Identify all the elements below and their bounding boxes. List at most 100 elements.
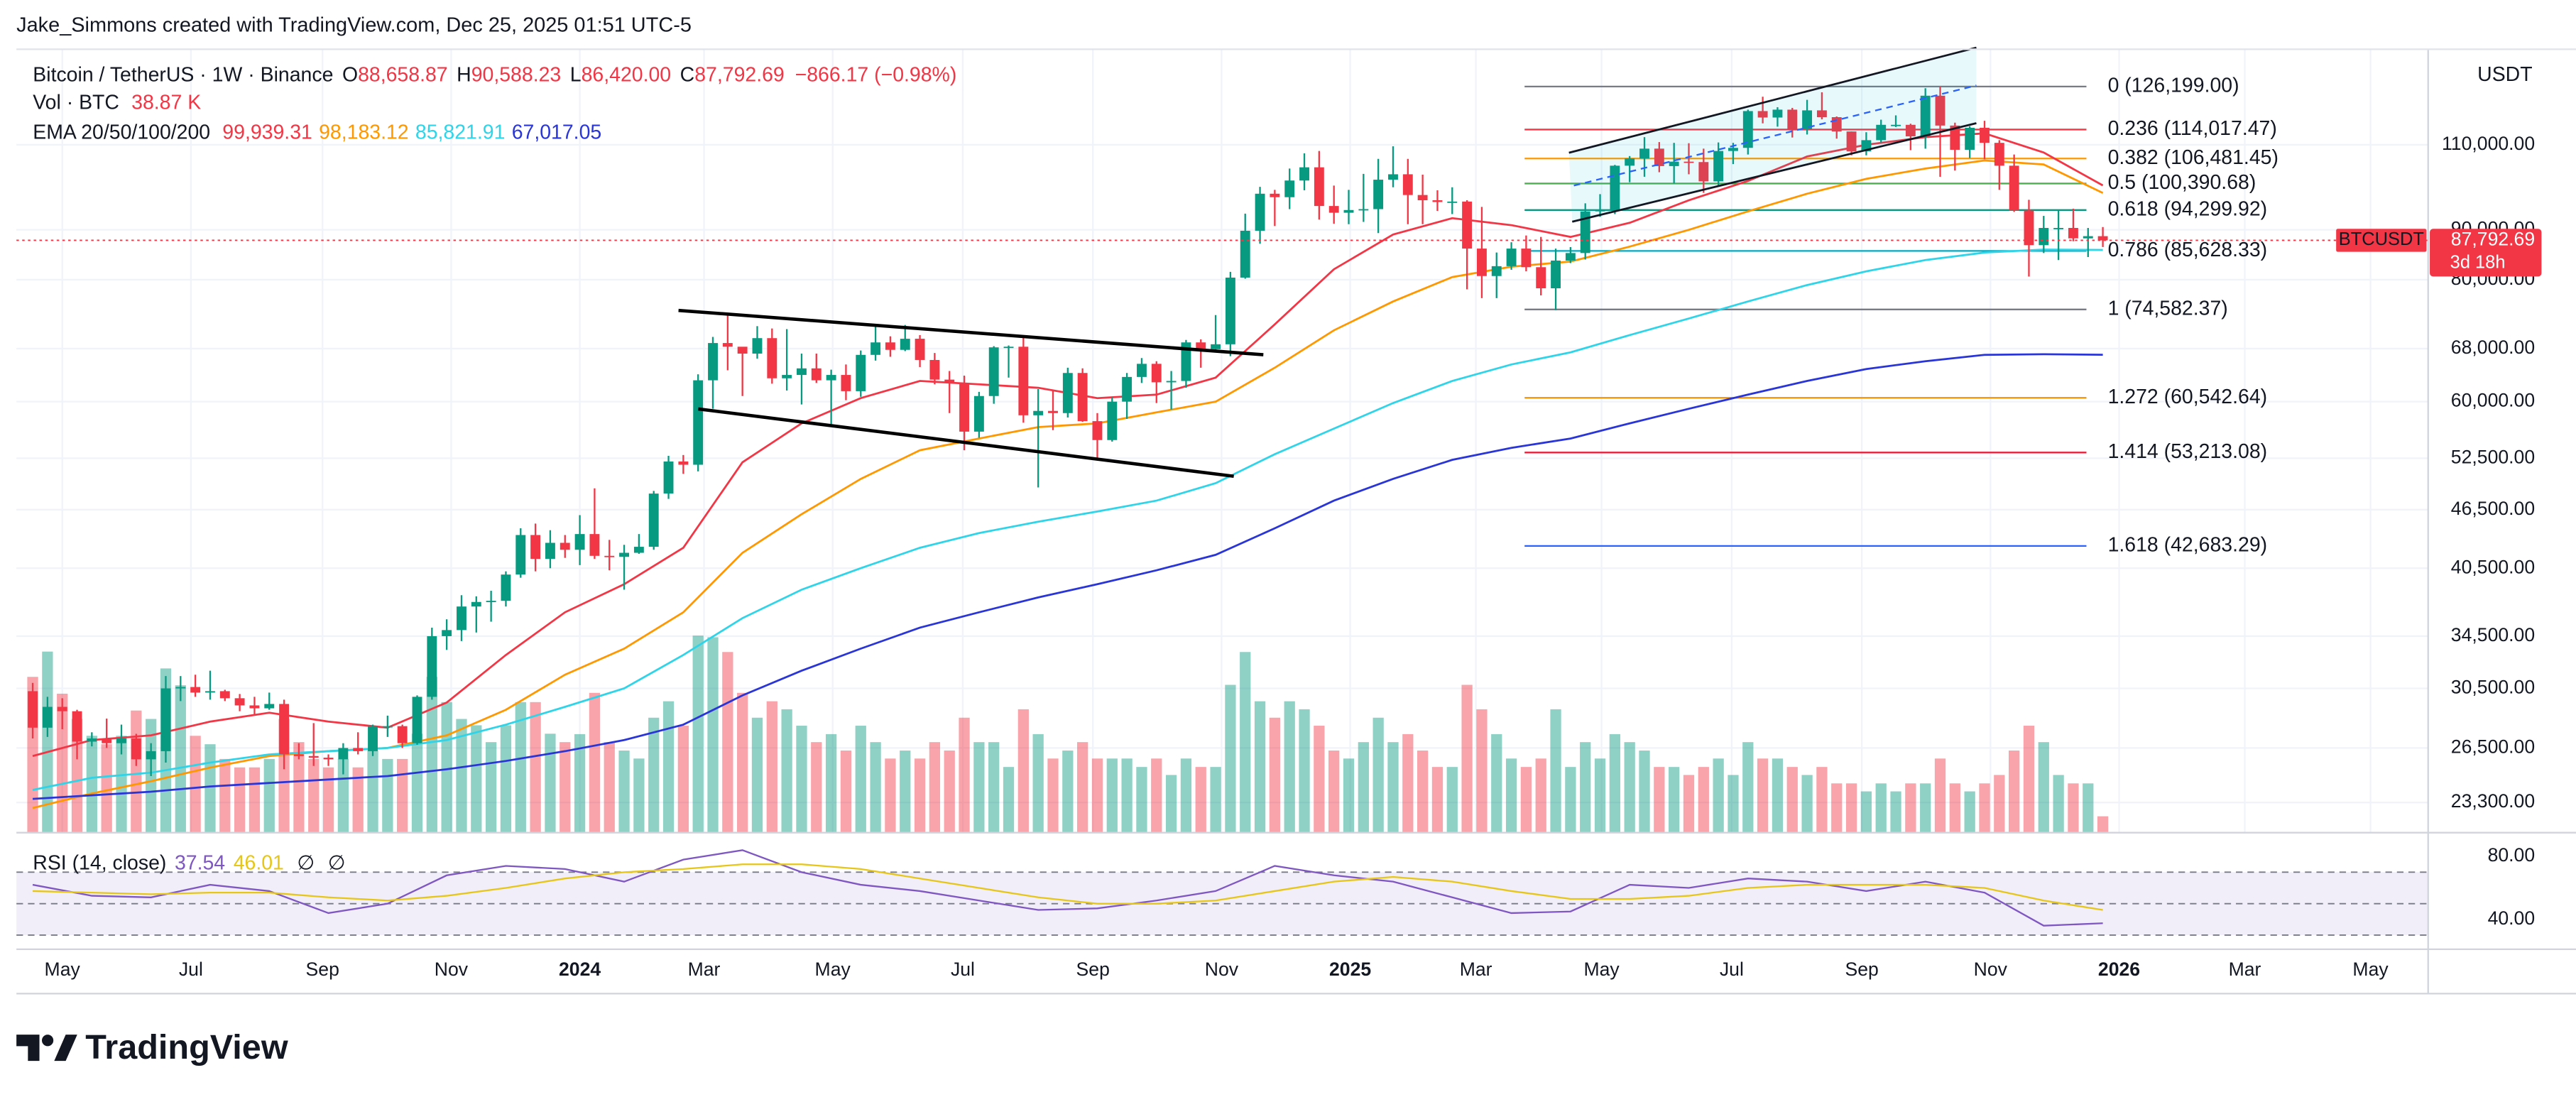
volume-bar xyxy=(1003,767,1015,833)
candle-body xyxy=(249,705,260,709)
volume-bar xyxy=(86,736,97,833)
candle-body xyxy=(219,691,230,699)
volume-bar xyxy=(692,635,704,833)
volume-bar xyxy=(1032,733,1044,833)
volume-bar xyxy=(855,726,866,833)
candle-body xyxy=(2083,236,2093,239)
volume-bar xyxy=(1520,767,1532,833)
volume-bar xyxy=(751,717,763,833)
candle-body xyxy=(530,535,541,560)
candle-body xyxy=(1211,344,1221,349)
candle-body xyxy=(1402,174,1413,195)
candle-body xyxy=(427,635,437,697)
y-tick-label: 68,000.00 xyxy=(2451,337,2535,358)
candle-body xyxy=(826,375,836,381)
volume-bar xyxy=(1920,783,1931,833)
candle-body xyxy=(1950,125,1960,150)
candle-body xyxy=(1255,193,1265,231)
volume-bar xyxy=(1816,767,1828,833)
volume-bar xyxy=(1594,758,1606,833)
x-tick-label: May xyxy=(1583,959,1620,980)
candle-body xyxy=(856,354,866,391)
volume-bar xyxy=(1017,709,1029,833)
symbol: Bitcoin / TetherUS · 1W · Binance xyxy=(33,63,333,86)
candle-body xyxy=(722,343,733,347)
volume-bar xyxy=(1669,767,1680,833)
volume-bar xyxy=(1580,742,1591,833)
channel-mid xyxy=(1573,84,1977,187)
candle-body xyxy=(1476,249,1487,276)
volume-bar xyxy=(1890,791,1901,833)
volume-bar xyxy=(1949,783,1960,833)
volume-bar xyxy=(1683,775,1695,833)
volume-bar xyxy=(1151,758,1162,833)
candle-body xyxy=(131,738,141,760)
candle-body xyxy=(988,347,999,396)
candle-body xyxy=(678,461,689,465)
volume-bar xyxy=(234,767,246,833)
volume-bar xyxy=(441,702,452,833)
candle-body xyxy=(1033,410,1044,415)
ema-label: EMA 20/50/100/200 xyxy=(33,121,210,143)
candle-body xyxy=(323,758,334,760)
fib-label: 0.382 (106,481.45) xyxy=(2108,146,2278,169)
x-tick-label: Jul xyxy=(1720,959,1744,980)
volume-bar xyxy=(1654,767,1665,833)
candle-body xyxy=(1625,158,1635,166)
volume-bar xyxy=(914,758,926,833)
candle-body xyxy=(279,704,290,755)
candle-body xyxy=(2024,210,2034,246)
volume-bar xyxy=(2068,783,2079,833)
volume-bar xyxy=(1269,717,1281,833)
candle-body xyxy=(1018,347,1029,415)
candle-body xyxy=(2053,227,2064,229)
fib-label: 1.272 (60,542.64) xyxy=(2108,386,2268,408)
candle-body xyxy=(1270,193,1280,197)
candle-body xyxy=(1077,373,1088,422)
x-tick-label: 2024 xyxy=(559,959,601,980)
volume-bar xyxy=(1860,791,1872,833)
candle-body xyxy=(1876,124,1887,141)
candle-body xyxy=(1965,127,1975,150)
volume-bar xyxy=(204,744,216,833)
volume-bar xyxy=(1106,758,1118,833)
fib-label: 1 (74,582.37) xyxy=(2108,297,2228,320)
volume-bar xyxy=(352,767,364,833)
candle-body xyxy=(28,691,38,728)
c-value: 87,792.69 xyxy=(694,63,785,86)
candle-body xyxy=(782,375,792,378)
candle-body xyxy=(2068,227,2078,239)
volume-bar xyxy=(263,758,275,833)
attribution: Jake_Simmons created with TradingView.co… xyxy=(16,14,692,37)
candle-body xyxy=(1491,266,1502,276)
candle-body xyxy=(1683,161,1694,163)
candle-body xyxy=(589,534,600,556)
volume-bar xyxy=(1062,751,1074,833)
volume-bar xyxy=(560,742,571,833)
volume-bar xyxy=(825,733,837,833)
fibonacci: 0 (126,199.00) 0.236 (114,017.47) 0.382 (1… xyxy=(1524,74,2278,556)
volume-bar xyxy=(485,742,497,833)
trendline-lower xyxy=(698,407,1234,479)
candle-body xyxy=(915,339,925,360)
volume-bar xyxy=(397,758,408,833)
candle-body xyxy=(1462,201,1473,249)
candle-body xyxy=(1846,131,1857,152)
volume-bar xyxy=(574,733,586,833)
candle-body xyxy=(1048,410,1058,413)
volume-bar xyxy=(116,736,127,833)
candle-body xyxy=(811,368,822,381)
volume-bar xyxy=(1801,775,1813,833)
axes: 110,000.0090,000.0080,000.0068,000.0060,… xyxy=(16,0,2576,1019)
candle-body xyxy=(353,748,364,751)
volume-bar xyxy=(677,726,689,833)
candle-body xyxy=(900,339,910,350)
volume-bar xyxy=(929,742,941,833)
candle-body xyxy=(885,342,895,350)
volume-bar xyxy=(367,751,378,833)
h-label: H xyxy=(457,63,471,86)
volume-bar xyxy=(737,692,748,833)
ema-value: 99,939.31 xyxy=(222,121,312,143)
candle-body xyxy=(633,547,644,553)
l-value: 86,420.00 xyxy=(582,63,672,86)
